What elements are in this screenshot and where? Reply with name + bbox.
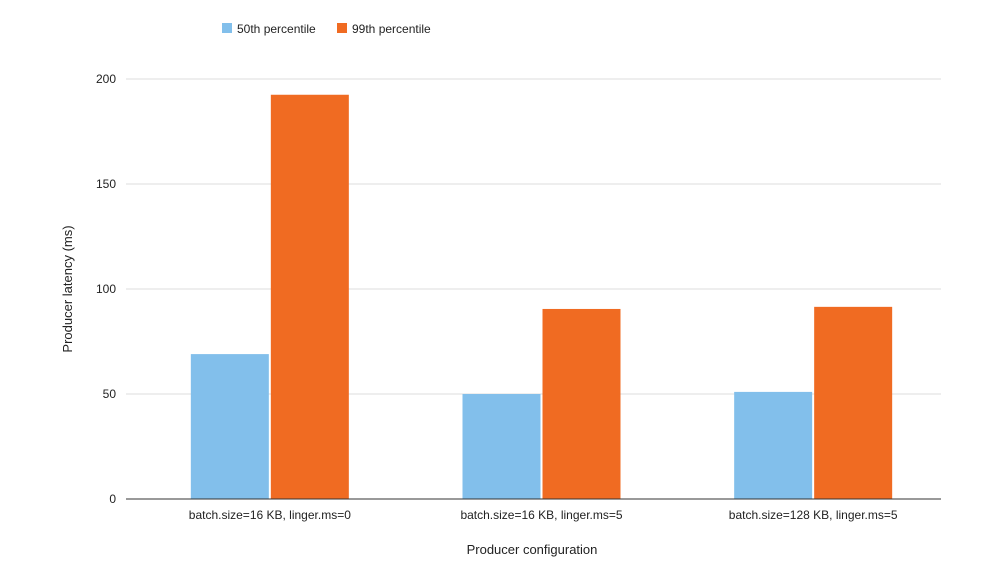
y-tick-label: 50	[103, 387, 117, 401]
y-tick-labels: 0 50 100 150 200	[96, 72, 116, 506]
bar-p99	[542, 308, 621, 499]
bars	[190, 94, 893, 499]
legend-label: 99th percentile	[352, 22, 431, 36]
x-tick-label: batch.size=16 KB, linger.ms=5	[460, 508, 622, 522]
x-tick-label: batch.size=16 KB, linger.ms=0	[189, 508, 351, 522]
bar-p99	[814, 306, 893, 499]
legend-swatch	[337, 23, 347, 33]
bar-p50	[462, 394, 541, 499]
bar-p99	[270, 94, 349, 499]
legend-label: 50th percentile	[237, 22, 316, 36]
x-axis-label: Producer configuration	[467, 542, 598, 557]
legend: 50th percentile 99th percentile	[222, 22, 431, 36]
x-tick-labels: batch.size=16 KB, linger.ms=0 batch.size=…	[189, 508, 898, 522]
y-tick-label: 100	[96, 282, 116, 296]
y-tick-label: 0	[109, 492, 116, 506]
y-tick-label: 200	[96, 72, 116, 86]
x-tick-label: batch.size=128 KB, linger.ms=5	[729, 508, 898, 522]
y-tick-label: 150	[96, 177, 116, 191]
bar-p50	[190, 354, 269, 499]
bar-p50	[734, 391, 813, 499]
y-axis-label: Producer latency (ms)	[60, 225, 75, 352]
legend-swatch	[222, 23, 232, 33]
